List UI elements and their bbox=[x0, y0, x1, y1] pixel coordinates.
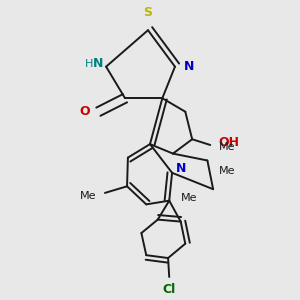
Text: H: H bbox=[85, 59, 93, 69]
Text: N: N bbox=[184, 60, 194, 73]
Text: Me: Me bbox=[181, 193, 197, 203]
Text: N: N bbox=[93, 57, 103, 70]
Text: O: O bbox=[79, 105, 90, 118]
Text: S: S bbox=[143, 6, 152, 19]
Text: OH: OH bbox=[219, 136, 240, 148]
Text: N: N bbox=[176, 162, 186, 175]
Text: Cl: Cl bbox=[163, 283, 176, 296]
Text: Me: Me bbox=[80, 191, 96, 201]
Text: Me: Me bbox=[219, 142, 236, 152]
Text: Me: Me bbox=[219, 166, 236, 176]
